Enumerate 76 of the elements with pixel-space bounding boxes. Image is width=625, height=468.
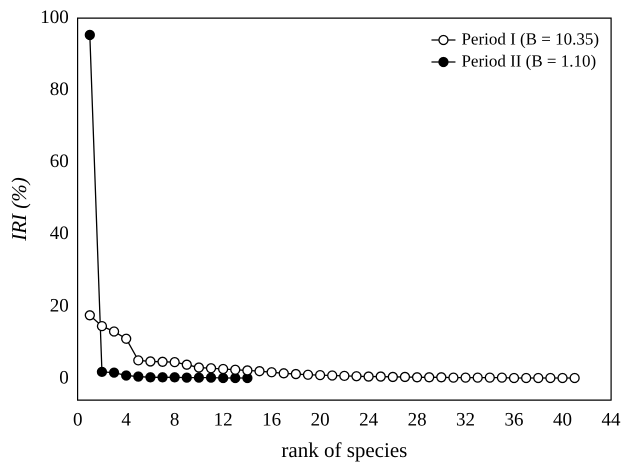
- x-tick-label: 36: [504, 409, 524, 430]
- x-tick-label: 32: [456, 409, 476, 430]
- y-tick-label: 20: [50, 295, 69, 316]
- x-tick-label: 40: [553, 409, 572, 430]
- point: [170, 357, 180, 368]
- point: [194, 372, 204, 383]
- point: [121, 370, 132, 381]
- point: [351, 371, 362, 382]
- y-tick-label: 100: [40, 6, 69, 28]
- point: [533, 372, 544, 384]
- point: [472, 372, 483, 383]
- x-tick-label: 20: [310, 409, 330, 430]
- point: [290, 368, 302, 380]
- legend-label: Period II (B = 1.10): [461, 51, 596, 70]
- x-tick-label: 44: [602, 409, 621, 430]
- point: [230, 364, 240, 375]
- point: [557, 372, 568, 384]
- y-axis-title: IRI (%): [7, 177, 32, 242]
- point: [121, 334, 132, 344]
- point: [484, 372, 495, 383]
- point: [400, 372, 410, 382]
- x-axis-title: rank of species: [281, 438, 408, 462]
- point: [460, 372, 471, 383]
- point: [157, 356, 168, 367]
- point: [218, 364, 228, 374]
- point: [230, 372, 240, 384]
- point: [266, 367, 277, 378]
- x-tick-label: 8: [170, 409, 180, 430]
- point: [376, 371, 386, 382]
- point: [545, 372, 556, 384]
- point: [496, 372, 508, 383]
- point: [339, 370, 350, 382]
- legend-label: Period I (B = 10.35): [461, 29, 600, 48]
- point: [182, 360, 192, 370]
- point: [314, 370, 326, 380]
- x-tick-label: 0: [72, 409, 82, 430]
- x-tick-label: 12: [214, 409, 233, 430]
- point: [363, 371, 374, 382]
- point: [206, 363, 216, 374]
- point: [108, 367, 120, 378]
- x-tick-label: 16: [262, 409, 282, 430]
- point: [327, 370, 338, 381]
- y-tick-label: 40: [50, 223, 69, 244]
- point: [448, 372, 459, 383]
- x-tick-label: 28: [408, 409, 427, 430]
- point: [424, 372, 434, 382]
- point: [157, 372, 168, 382]
- point: [508, 372, 520, 384]
- point: [218, 372, 228, 384]
- point: [206, 372, 216, 383]
- y-tick-label: 80: [50, 79, 69, 100]
- point: [84, 310, 95, 320]
- y-tick-label: 0: [59, 367, 69, 388]
- point: [133, 355, 144, 366]
- point: [108, 326, 120, 337]
- point: [96, 320, 108, 332]
- point: [388, 372, 398, 382]
- point: [278, 368, 289, 378]
- point: [182, 372, 192, 383]
- point: [170, 372, 180, 382]
- point: [84, 30, 95, 40]
- x-tick-label: 4: [121, 409, 132, 430]
- point: [96, 366, 108, 378]
- point: [145, 372, 156, 382]
- point: [521, 372, 532, 384]
- point: [436, 372, 446, 382]
- point: [242, 365, 253, 376]
- point: [302, 370, 314, 380]
- point: [133, 371, 144, 382]
- point: [194, 362, 204, 373]
- x-tick-label: 24: [359, 409, 379, 430]
- point: [145, 356, 156, 367]
- point: [254, 366, 265, 376]
- point: [569, 372, 580, 384]
- point: [412, 372, 422, 382]
- y-tick-label: 60: [50, 151, 69, 172]
